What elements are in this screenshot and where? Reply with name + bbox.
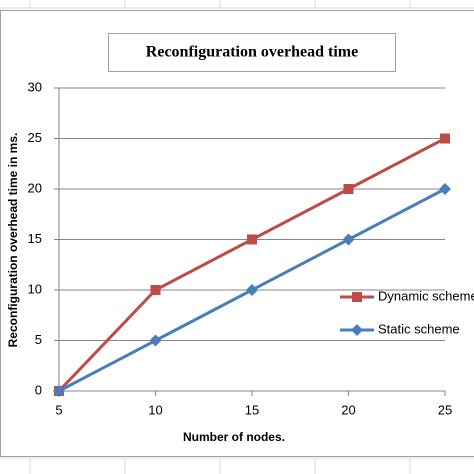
title-box: [108, 33, 396, 72]
marker: [53, 385, 65, 397]
x-axis-title: Number of nodes.: [183, 430, 285, 444]
marker: [150, 285, 161, 295]
y-tick-label: 30: [28, 79, 42, 94]
y-tick-label: 15: [28, 231, 42, 246]
chart-title: Reconfiguration overhead time: [146, 44, 358, 61]
y-tick-label: 0: [35, 382, 42, 397]
marker: [246, 284, 258, 296]
y-tick-label: 5: [35, 332, 42, 347]
legend-marker: [351, 324, 363, 336]
marker: [247, 234, 257, 245]
x-tick-label: 5: [55, 402, 62, 417]
x-tick-label: 25: [438, 402, 452, 417]
legend-marker: [352, 292, 362, 302]
marker: [149, 334, 162, 347]
marker: [439, 183, 451, 195]
y-axis-title: Reconfiguration overhead time in ms.: [6, 133, 20, 348]
chart-frame: [0, 10, 474, 457]
marker: [343, 184, 354, 194]
marker: [342, 233, 355, 246]
legend-label: Static scheme: [378, 321, 460, 336]
y-tick-label: 10: [28, 281, 42, 296]
x-tick-label: 20: [341, 402, 355, 417]
y-tick-label: 20: [28, 180, 42, 195]
marker: [440, 133, 450, 144]
x-tick-label: 10: [148, 402, 162, 417]
x-tick-label: 15: [245, 402, 259, 417]
legend-label: Dynamic scheme: [378, 288, 474, 303]
y-tick-label: 25: [28, 130, 42, 145]
